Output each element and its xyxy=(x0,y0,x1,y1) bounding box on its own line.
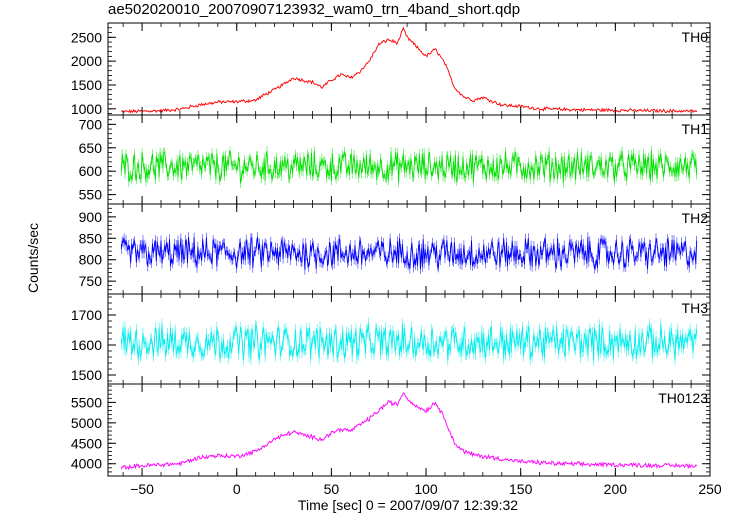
y-tick-label: 600 xyxy=(79,163,103,179)
series-line-th0123 xyxy=(120,392,697,471)
series-line-th0 xyxy=(121,26,698,114)
x-tick-label: 150 xyxy=(509,481,533,497)
panel-th2: 750 800 850 900 TH2 xyxy=(79,203,711,295)
y-tick-label: 5000 xyxy=(71,415,102,431)
x-axis-label: Time [sec] 0 = 2007/09/07 12:39:32 xyxy=(297,497,519,513)
x-tick-label: 50 xyxy=(324,481,340,497)
series-line-th1 xyxy=(120,150,698,184)
y-tick-label: 1500 xyxy=(71,367,102,383)
y-tick-label: 1000 xyxy=(71,101,102,117)
y-tick-label: 4500 xyxy=(71,435,102,451)
y-tick-label: 800 xyxy=(79,252,103,268)
panel-frame xyxy=(107,383,711,477)
y-tick-label: 5500 xyxy=(71,394,102,410)
y-tick-label: 850 xyxy=(79,230,103,246)
panel-th0123: 4000 4500 5000 5500 TH0123 xyxy=(71,383,711,477)
y-axis-label: Counts/sec xyxy=(25,222,41,294)
x-tick-label: 100 xyxy=(414,481,438,497)
panel-label-th1: TH1 xyxy=(682,121,709,137)
x-tick-label: −50 xyxy=(130,481,154,497)
panel-label-th3: TH3 xyxy=(682,300,709,316)
y-tick-label: 1500 xyxy=(71,77,102,93)
x-tick-label: 0 xyxy=(233,481,241,497)
panel-th1: 550 600 650 700 TH1 xyxy=(79,114,711,205)
y-tick-label: 2000 xyxy=(71,53,102,69)
y-tick-label: 2500 xyxy=(71,29,102,45)
panel-label-th0: TH0 xyxy=(682,29,709,45)
panel-label-th2: TH2 xyxy=(682,210,709,226)
chart-title: ae502020010_20070907123932_wam0_trn_4ban… xyxy=(108,1,521,18)
y-tick-label: 550 xyxy=(79,187,103,203)
series-line-th3 xyxy=(120,323,698,361)
panel-th3: 1500 1600 1700 TH3 xyxy=(71,293,711,385)
series-line-th2 xyxy=(120,236,698,270)
x-tick-label: 200 xyxy=(604,481,628,497)
panel-frame xyxy=(107,22,711,116)
y-tick-label: 1600 xyxy=(71,337,102,353)
panel-label-th0123: TH0123 xyxy=(658,390,708,406)
y-tick-label: 650 xyxy=(79,140,103,156)
panel-th0: 1000 1500 2000 2500 TH0 xyxy=(71,22,711,117)
y-tick-label: 4000 xyxy=(71,456,102,472)
x-tick-label: 250 xyxy=(698,481,722,497)
y-tick-label: 900 xyxy=(79,209,103,225)
y-tick-label: 1700 xyxy=(71,307,102,323)
y-tick-label: 700 xyxy=(79,116,103,132)
y-tick-label: 750 xyxy=(79,273,103,289)
